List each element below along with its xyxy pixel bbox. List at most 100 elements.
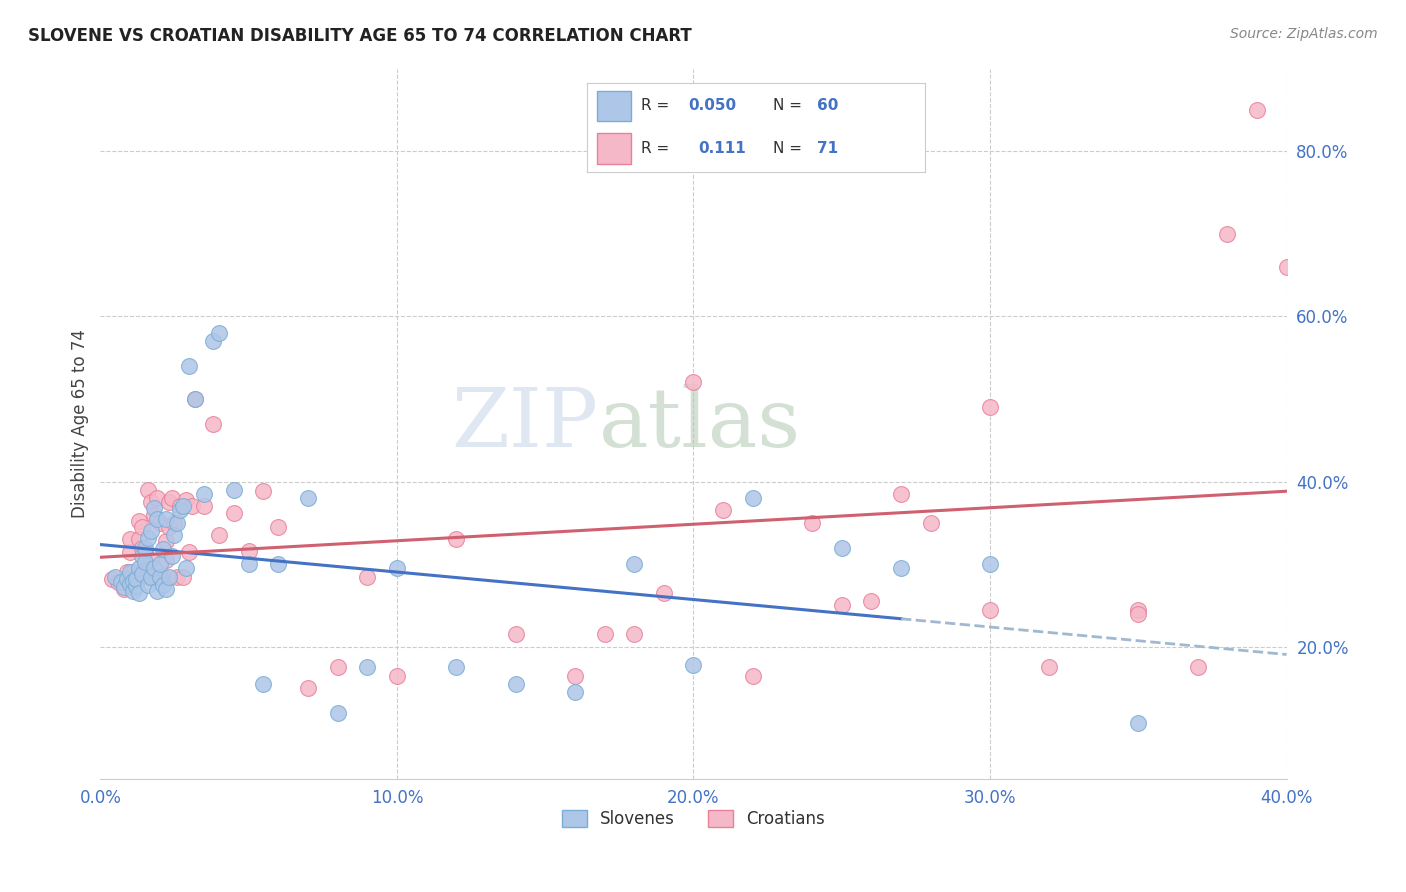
Point [136, 531, 159, 545]
Point [831, 541, 853, 555]
Point [139, 569, 162, 583]
Point [112, 580, 135, 594]
Point [152, 578, 174, 592]
Point [169, 500, 191, 514]
Point [979, 400, 1001, 414]
Point [238, 544, 260, 558]
Point [155, 582, 177, 596]
Point [179, 545, 201, 559]
Point [385, 561, 408, 575]
Point [682, 376, 704, 390]
Point [125, 579, 148, 593]
Point [160, 549, 183, 563]
Point [505, 677, 527, 691]
Point [136, 483, 159, 497]
Point [979, 602, 1001, 616]
Y-axis label: Disability Age 65 to 74: Disability Age 65 to 74 [72, 329, 89, 518]
Point [131, 520, 153, 534]
Point [101, 572, 124, 586]
Point [145, 583, 167, 598]
Text: atlas: atlas [599, 384, 800, 464]
Point [356, 660, 378, 674]
Point [1128, 607, 1150, 621]
Point [193, 500, 215, 514]
Point [122, 566, 145, 580]
Point [176, 492, 198, 507]
Point [505, 627, 527, 641]
Point [202, 334, 225, 348]
Point [163, 528, 186, 542]
Point [118, 566, 141, 580]
Point [136, 578, 159, 592]
Point [222, 483, 245, 497]
Point [139, 553, 162, 567]
Point [142, 500, 165, 515]
Point [356, 569, 378, 583]
Point [128, 586, 150, 600]
Point [160, 491, 183, 505]
Point [131, 549, 153, 563]
Point [1128, 715, 1150, 730]
Point [267, 520, 290, 534]
Legend: Slovenes, Croatians: Slovenes, Croatians [555, 803, 832, 835]
Point [145, 491, 167, 505]
Point [166, 516, 188, 530]
Point [112, 582, 135, 596]
Point [385, 668, 408, 682]
Point [115, 566, 138, 580]
Point [860, 594, 883, 608]
Point [181, 500, 204, 514]
Point [134, 556, 156, 570]
Point [155, 534, 177, 549]
Point [122, 574, 145, 588]
Point [118, 533, 141, 547]
Point [593, 627, 616, 641]
Point [711, 503, 734, 517]
Point [157, 520, 180, 534]
Point [564, 668, 586, 682]
Point [652, 586, 675, 600]
Point [831, 599, 853, 613]
Text: SLOVENE VS CROATIAN DISABILITY AGE 65 TO 74 CORRELATION CHART: SLOVENE VS CROATIAN DISABILITY AGE 65 TO… [28, 27, 692, 45]
Point [134, 545, 156, 559]
Point [1128, 602, 1150, 616]
Point [134, 541, 156, 555]
Point [157, 495, 180, 509]
Point [202, 417, 225, 431]
Point [193, 487, 215, 501]
Point [208, 528, 231, 542]
Point [128, 561, 150, 575]
Point [125, 569, 148, 583]
Point [142, 569, 165, 583]
Point [145, 569, 167, 583]
Point [136, 569, 159, 583]
Point [139, 524, 162, 538]
Point [145, 512, 167, 526]
Point [118, 545, 141, 559]
Point [149, 569, 172, 583]
Point [326, 706, 349, 720]
Point [118, 577, 141, 591]
Point [166, 569, 188, 583]
Point [890, 561, 912, 575]
Point [134, 561, 156, 575]
Point [172, 569, 194, 583]
Point [149, 557, 172, 571]
Point [564, 685, 586, 699]
Point [122, 583, 145, 598]
Point [184, 392, 207, 406]
Point [172, 500, 194, 514]
Point [149, 516, 172, 530]
Point [741, 491, 763, 505]
Point [297, 491, 319, 505]
Point [1246, 103, 1268, 117]
Point [623, 627, 645, 641]
Point [169, 503, 191, 517]
Point [326, 660, 349, 674]
Text: ZIP: ZIP [451, 384, 599, 464]
Point [979, 557, 1001, 571]
Point [890, 487, 912, 501]
Point [1187, 660, 1209, 674]
Point [142, 561, 165, 575]
Point [222, 506, 245, 520]
